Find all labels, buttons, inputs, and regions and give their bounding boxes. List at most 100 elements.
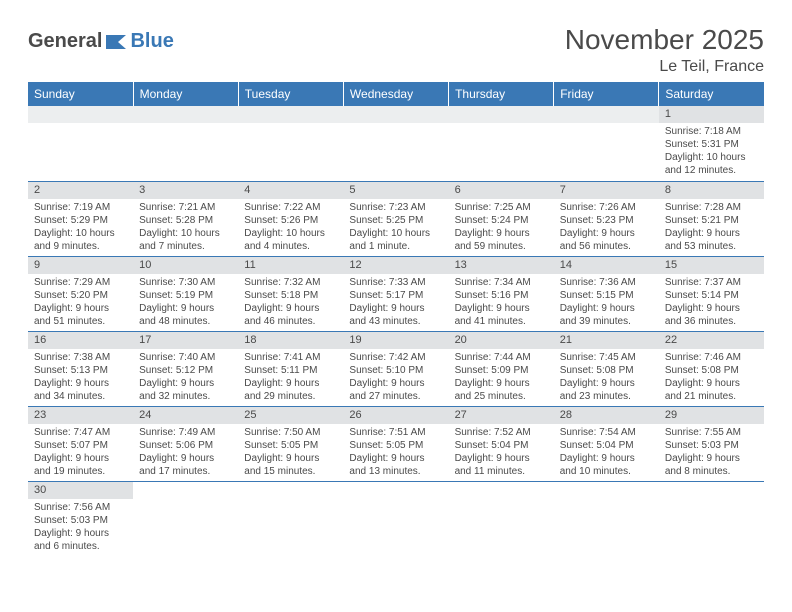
day-number: 23	[28, 407, 133, 424]
sunrise-text: Sunrise: 7:37 AM	[665, 276, 758, 289]
calendar-cell-blank	[238, 481, 343, 556]
calendar-cell: 20Sunrise: 7:44 AMSunset: 5:09 PMDayligh…	[449, 331, 554, 406]
daylight-line2: and 21 minutes.	[665, 390, 758, 403]
calendar-cell: 23Sunrise: 7:47 AMSunset: 5:07 PMDayligh…	[28, 406, 133, 481]
day-number: 26	[343, 407, 448, 424]
calendar-cell: 3Sunrise: 7:21 AMSunset: 5:28 PMDaylight…	[133, 181, 238, 256]
daylight-line2: and 34 minutes.	[34, 390, 127, 403]
day-number: 6	[449, 182, 554, 199]
daylight-line2: and 27 minutes.	[349, 390, 442, 403]
day-details: Sunrise: 7:52 AMSunset: 5:04 PMDaylight:…	[449, 424, 554, 481]
calendar-cell: 12Sunrise: 7:33 AMSunset: 5:17 PMDayligh…	[343, 256, 448, 331]
day-details: Sunrise: 7:29 AMSunset: 5:20 PMDaylight:…	[28, 274, 133, 331]
calendar-cell-blank	[554, 481, 659, 556]
calendar-cell: 10Sunrise: 7:30 AMSunset: 5:19 PMDayligh…	[133, 256, 238, 331]
sunset-text: Sunset: 5:08 PM	[560, 364, 653, 377]
day-details: Sunrise: 7:32 AMSunset: 5:18 PMDaylight:…	[238, 274, 343, 331]
sunrise-text: Sunrise: 7:23 AM	[349, 201, 442, 214]
daylight-line1: Daylight: 9 hours	[244, 452, 337, 465]
day-details: Sunrise: 7:45 AMSunset: 5:08 PMDaylight:…	[554, 349, 659, 406]
daylight-line2: and 23 minutes.	[560, 390, 653, 403]
calendar-cell: 18Sunrise: 7:41 AMSunset: 5:11 PMDayligh…	[238, 331, 343, 406]
daylight-line1: Daylight: 10 hours	[665, 151, 758, 164]
day-details: Sunrise: 7:49 AMSunset: 5:06 PMDaylight:…	[133, 424, 238, 481]
day-details: Sunrise: 7:36 AMSunset: 5:15 PMDaylight:…	[554, 274, 659, 331]
daylight-line2: and 43 minutes.	[349, 315, 442, 328]
daylight-line2: and 36 minutes.	[665, 315, 758, 328]
day-header: Friday	[554, 82, 659, 106]
header-row: General Blue November 2025 Le Teil, Fran…	[28, 24, 764, 76]
daylight-line2: and 13 minutes.	[349, 465, 442, 478]
daylight-line2: and 15 minutes.	[244, 465, 337, 478]
day-details: Sunrise: 7:30 AMSunset: 5:19 PMDaylight:…	[133, 274, 238, 331]
daylight-line2: and 8 minutes.	[665, 465, 758, 478]
daylight-line2: and 1 minute.	[349, 240, 442, 253]
sunrise-text: Sunrise: 7:40 AM	[139, 351, 232, 364]
day-details: Sunrise: 7:18 AMSunset: 5:31 PMDaylight:…	[659, 123, 764, 180]
day-number: 15	[659, 257, 764, 274]
day-header: Tuesday	[238, 82, 343, 106]
calendar-cell: 28Sunrise: 7:54 AMSunset: 5:04 PMDayligh…	[554, 406, 659, 481]
day-number: 3	[133, 182, 238, 199]
sunset-text: Sunset: 5:10 PM	[349, 364, 442, 377]
flag-icon	[104, 33, 128, 51]
day-details: Sunrise: 7:23 AMSunset: 5:25 PMDaylight:…	[343, 199, 448, 256]
sunset-text: Sunset: 5:05 PM	[349, 439, 442, 452]
day-details: Sunrise: 7:47 AMSunset: 5:07 PMDaylight:…	[28, 424, 133, 481]
calendar-cell: 14Sunrise: 7:36 AMSunset: 5:15 PMDayligh…	[554, 256, 659, 331]
day-details: Sunrise: 7:22 AMSunset: 5:26 PMDaylight:…	[238, 199, 343, 256]
daylight-line2: and 56 minutes.	[560, 240, 653, 253]
calendar-week: 30Sunrise: 7:56 AMSunset: 5:03 PMDayligh…	[28, 481, 764, 556]
day-details: Sunrise: 7:50 AMSunset: 5:05 PMDaylight:…	[238, 424, 343, 481]
sunset-text: Sunset: 5:06 PM	[139, 439, 232, 452]
sunset-text: Sunset: 5:21 PM	[665, 214, 758, 227]
calendar-cell-blank	[343, 481, 448, 556]
brand-part2: Blue	[130, 30, 173, 53]
calendar-cell: 13Sunrise: 7:34 AMSunset: 5:16 PMDayligh…	[449, 256, 554, 331]
calendar-cell: 27Sunrise: 7:52 AMSunset: 5:04 PMDayligh…	[449, 406, 554, 481]
day-number: 18	[238, 332, 343, 349]
day-number: 28	[554, 407, 659, 424]
sunset-text: Sunset: 5:08 PM	[665, 364, 758, 377]
sunrise-text: Sunrise: 7:56 AM	[34, 501, 127, 514]
sunset-text: Sunset: 5:24 PM	[455, 214, 548, 227]
day-details: Sunrise: 7:55 AMSunset: 5:03 PMDaylight:…	[659, 424, 764, 481]
calendar-cell-blank	[449, 481, 554, 556]
daylight-line1: Daylight: 9 hours	[560, 227, 653, 240]
calendar-cell: 9Sunrise: 7:29 AMSunset: 5:20 PMDaylight…	[28, 256, 133, 331]
calendar-cell-blank	[659, 481, 764, 556]
day-number: 10	[133, 257, 238, 274]
calendar-cell: 8Sunrise: 7:28 AMSunset: 5:21 PMDaylight…	[659, 181, 764, 256]
daylight-line1: Daylight: 9 hours	[139, 302, 232, 315]
daylight-line1: Daylight: 9 hours	[34, 302, 127, 315]
day-details: Sunrise: 7:19 AMSunset: 5:29 PMDaylight:…	[28, 199, 133, 256]
calendar-week: 9Sunrise: 7:29 AMSunset: 5:20 PMDaylight…	[28, 256, 764, 331]
calendar-cell-blank	[449, 106, 554, 181]
sunrise-text: Sunrise: 7:30 AM	[139, 276, 232, 289]
day-details: Sunrise: 7:33 AMSunset: 5:17 PMDaylight:…	[343, 274, 448, 331]
daylight-line1: Daylight: 9 hours	[665, 452, 758, 465]
sunset-text: Sunset: 5:05 PM	[244, 439, 337, 452]
sunrise-text: Sunrise: 7:34 AM	[455, 276, 548, 289]
daylight-line2: and 46 minutes.	[244, 315, 337, 328]
daylight-line1: Daylight: 9 hours	[244, 302, 337, 315]
day-number: 20	[449, 332, 554, 349]
day-number: 29	[659, 407, 764, 424]
day-number: 17	[133, 332, 238, 349]
calendar-cell: 16Sunrise: 7:38 AMSunset: 5:13 PMDayligh…	[28, 331, 133, 406]
day-number: 24	[133, 407, 238, 424]
daylight-line1: Daylight: 10 hours	[244, 227, 337, 240]
day-details: Sunrise: 7:37 AMSunset: 5:14 PMDaylight:…	[659, 274, 764, 331]
calendar-cell-blank	[133, 106, 238, 181]
daylight-line1: Daylight: 9 hours	[349, 377, 442, 390]
day-number-band	[133, 106, 238, 123]
day-details: Sunrise: 7:25 AMSunset: 5:24 PMDaylight:…	[449, 199, 554, 256]
day-details: Sunrise: 7:44 AMSunset: 5:09 PMDaylight:…	[449, 349, 554, 406]
sunset-text: Sunset: 5:16 PM	[455, 289, 548, 302]
calendar-cell-blank	[238, 106, 343, 181]
sunset-text: Sunset: 5:18 PM	[244, 289, 337, 302]
day-number-band	[28, 106, 133, 123]
sunset-text: Sunset: 5:17 PM	[349, 289, 442, 302]
day-number-band	[133, 482, 238, 499]
day-number: 11	[238, 257, 343, 274]
